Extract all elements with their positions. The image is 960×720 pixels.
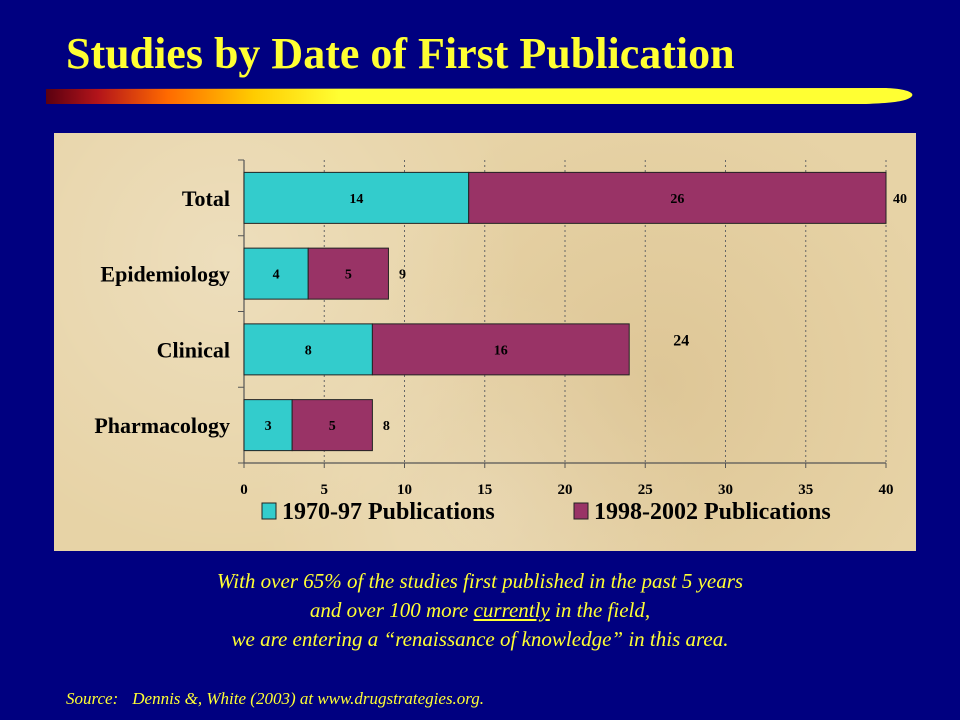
bar-segment bbox=[243, 323, 373, 376]
title-underline-bar bbox=[46, 88, 913, 104]
bar-value-label: 3 bbox=[265, 419, 272, 434]
caption-line-2-start: and over 100 more bbox=[309, 598, 474, 622]
bar-total-label: 40 bbox=[893, 192, 907, 207]
caption-line-2: and over 100 more currently in the field… bbox=[0, 596, 960, 625]
legend-swatch bbox=[573, 502, 589, 520]
source-label: Source: bbox=[66, 689, 119, 708]
x-tick-label: 5 bbox=[321, 482, 329, 498]
bar-total-label: 24 bbox=[673, 332, 689, 349]
x-tick-label: 20 bbox=[558, 482, 573, 498]
x-tick-label: 15 bbox=[477, 482, 492, 498]
source-text: Dennis &, White (2003) at www.drugstrate… bbox=[132, 689, 485, 708]
category-label: Epidemiology bbox=[100, 262, 230, 287]
x-tick-label: 35 bbox=[798, 482, 813, 498]
legend-swatch bbox=[261, 502, 277, 520]
bar-value-label: 5 bbox=[329, 419, 336, 434]
caption-underlined-word: currently bbox=[473, 598, 550, 622]
bar-segment bbox=[468, 171, 887, 224]
x-tick-label: 0 bbox=[240, 482, 248, 498]
category-label: Pharmacology bbox=[94, 413, 230, 438]
bar-total-label: 9 bbox=[399, 268, 406, 283]
caption-line-1: With over 65% of the studies first publi… bbox=[216, 569, 744, 593]
category-label: Total bbox=[182, 186, 230, 211]
bar-value-label: 4 bbox=[273, 268, 280, 283]
category-label: Clinical bbox=[157, 337, 230, 362]
caption-line-3: we are entering a “renaissance of knowle… bbox=[231, 627, 729, 651]
chart-panel: 0 5 10 15 20 25 30 35 40 Total 14 26 40 Epidemiology 4… bbox=[54, 133, 916, 551]
bar-value-label: 5 bbox=[345, 268, 352, 283]
x-tick-label: 40 bbox=[879, 482, 894, 498]
bar-total-label: 8 bbox=[383, 419, 390, 434]
legend-label: 1998-2002 Publications bbox=[594, 499, 831, 525]
bar-segment bbox=[243, 171, 470, 224]
bar-value-label: 26 bbox=[670, 192, 684, 207]
slide-title: Studies by Date of First Publication bbox=[66, 29, 735, 78]
bar-segment bbox=[371, 323, 630, 376]
caption: With over 65% of the studies first publi… bbox=[0, 567, 960, 654]
source-note: Source: Dennis &, White (2003) at www.dru… bbox=[66, 689, 484, 709]
bar-segment bbox=[291, 399, 373, 452]
bar-segment bbox=[307, 247, 389, 300]
bar-value-label: 16 bbox=[494, 343, 508, 358]
bar-segment bbox=[243, 399, 293, 452]
caption-line-2-end: in the field, bbox=[549, 598, 651, 622]
bar-value-label: 8 bbox=[305, 343, 312, 358]
legend-label: 1970-97 Publications bbox=[282, 499, 495, 525]
x-tick-label: 30 bbox=[718, 482, 733, 498]
x-tick-label: 10 bbox=[397, 482, 412, 498]
bar-value-label: 14 bbox=[349, 192, 363, 207]
x-tick-label: 25 bbox=[638, 482, 653, 498]
